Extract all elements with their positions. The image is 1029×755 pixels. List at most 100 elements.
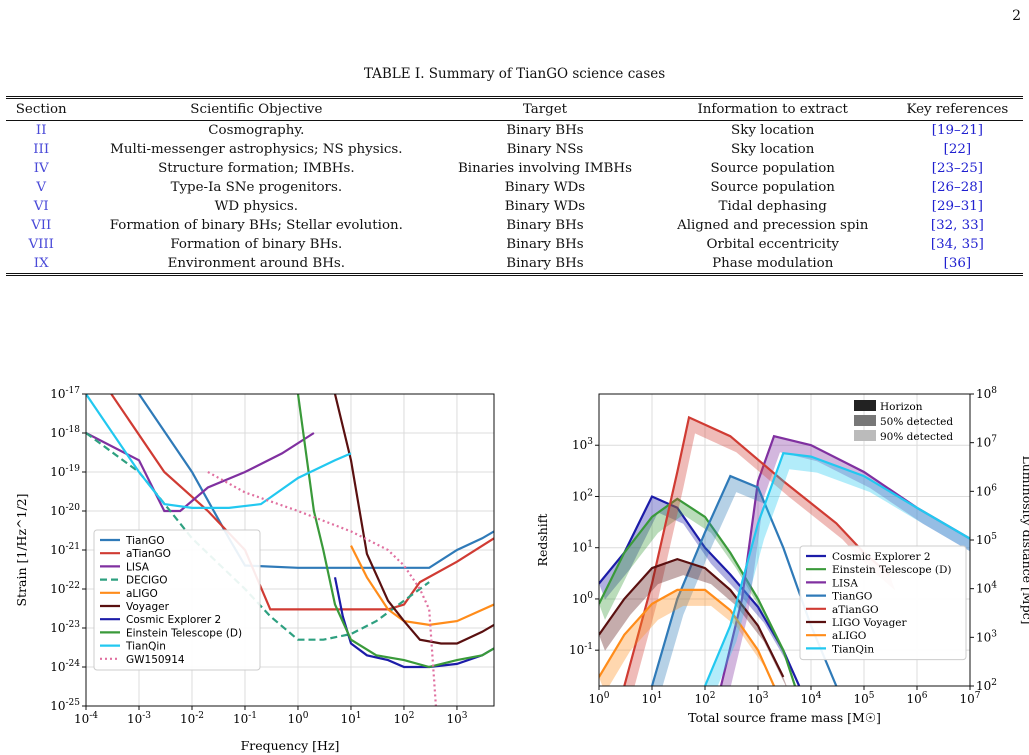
x-tick-label: 101 bbox=[641, 691, 662, 706]
legend-label: Einstein Telescope (D) bbox=[832, 564, 952, 576]
x-tick-label: 102 bbox=[694, 691, 715, 706]
references-link[interactable]: [36] bbox=[943, 256, 972, 271]
shade-legend-label: 50% detected bbox=[880, 416, 953, 428]
page-number: 2 bbox=[1012, 8, 1021, 24]
summary-table: Section Scientific Objective Target Info… bbox=[6, 96, 1023, 276]
series-line bbox=[207, 471, 437, 706]
section-link[interactable]: VI bbox=[33, 199, 49, 214]
horizon-line bbox=[599, 497, 797, 686]
x-tick-label: 10-2 bbox=[180, 711, 204, 726]
info-cell: Orbital eccentricity bbox=[706, 237, 839, 252]
col-header: Information to extract bbox=[697, 102, 848, 117]
legend-label: aTianGO bbox=[832, 604, 879, 616]
references-link[interactable]: [29–31] bbox=[931, 199, 983, 214]
references-link[interactable]: [32, 33] bbox=[930, 218, 984, 233]
section-link[interactable]: IV bbox=[33, 161, 49, 176]
series-line bbox=[350, 545, 494, 627]
references-link[interactable]: [23–25] bbox=[931, 161, 983, 176]
info-cell: Aligned and precession spin bbox=[677, 218, 869, 233]
table-row: VII Formation of binary BHs; Stellar evol… bbox=[6, 216, 1023, 235]
horizon-line bbox=[599, 495, 801, 686]
table-row: IV Structure formation; IMBHs. Binaries in… bbox=[6, 159, 1023, 178]
section-link[interactable]: VIII bbox=[28, 237, 54, 252]
detection-band bbox=[705, 453, 970, 686]
legend-box bbox=[93, 529, 261, 671]
series-line bbox=[333, 394, 494, 645]
shade-swatch bbox=[854, 415, 876, 426]
objective-cell: Environment around BHs. bbox=[167, 256, 346, 271]
y-axis-label: Redshift bbox=[535, 514, 550, 567]
target-cell: Binary BHs bbox=[506, 237, 584, 252]
table-row: II Cosmography. Binary BHs Sky location [19–… bbox=[6, 121, 1023, 141]
references-link[interactable]: [22] bbox=[943, 142, 972, 157]
horizon-line bbox=[623, 415, 891, 686]
legend-box bbox=[799, 545, 967, 661]
right-tick-label: 105 bbox=[976, 532, 997, 547]
target-cell: Binary BHs bbox=[506, 218, 584, 233]
col-header: Target bbox=[522, 102, 568, 117]
x-tick-label: 104 bbox=[800, 691, 821, 706]
sensitivity-curves-chart: 10-4 10-3 10-2 10-1 100 101 102 103 10-25 10-24 10… bbox=[14, 386, 495, 753]
series-line bbox=[110, 394, 494, 611]
section-link[interactable]: V bbox=[36, 180, 47, 195]
right-tick-label: 107 bbox=[976, 435, 997, 450]
x-tick-label: 102 bbox=[393, 711, 414, 726]
table-body: II Cosmography. Binary BHs Sky location [19–… bbox=[6, 121, 1023, 275]
right-tick-label: 106 bbox=[976, 483, 997, 498]
x-tick-label: 106 bbox=[906, 691, 927, 706]
y-tick-label: 102 bbox=[572, 488, 593, 503]
legend-label: aLIGO bbox=[126, 588, 158, 600]
target-cell: Binaries involving IMBHs bbox=[457, 161, 632, 176]
detection-band bbox=[652, 476, 837, 686]
horizon-redshift-chart: 100 101 102 103 104 105 106 107 10-1 100 101 102 103… bbox=[535, 386, 1029, 725]
horizon-line bbox=[703, 452, 970, 686]
shade-swatch bbox=[854, 430, 876, 441]
detection-band bbox=[624, 417, 896, 686]
legend-label: Einstein Telescope (D) bbox=[126, 627, 242, 639]
table-row: VI WD physics. Binary WDs Tidal dephasing [2… bbox=[6, 197, 1023, 216]
section-link[interactable]: II bbox=[35, 123, 47, 138]
section-link[interactable]: IX bbox=[33, 256, 49, 271]
right-tick-label: 102 bbox=[976, 678, 997, 693]
legend-label: GW150914 bbox=[126, 654, 185, 666]
target-cell: Binary BHs bbox=[506, 123, 584, 138]
legend-label: aLIGO bbox=[832, 630, 867, 642]
y-tick-label: 10-19 bbox=[50, 464, 80, 479]
target-cell: Binary WDs bbox=[504, 199, 586, 214]
info-cell: Tidal dephasing bbox=[718, 199, 827, 214]
x-tick-label: 103 bbox=[747, 691, 768, 706]
info-cell: Phase modulation bbox=[712, 256, 834, 271]
objective-cell: Structure formation; IMBHs. bbox=[158, 161, 355, 176]
references-link[interactable]: [26–28] bbox=[931, 180, 983, 195]
y-tick-label: 10-25 bbox=[50, 698, 80, 713]
x-tick-label: 107 bbox=[959, 691, 980, 706]
shade-swatch bbox=[854, 400, 876, 411]
legend-label: DECIGO bbox=[126, 575, 168, 587]
references-link[interactable]: [34, 35] bbox=[930, 237, 984, 252]
table-caption: TABLE I. Summary of TianGO science cases bbox=[363, 66, 666, 82]
detection-band bbox=[599, 589, 774, 686]
series-lines bbox=[86, 394, 494, 706]
legend-label: TianGO bbox=[125, 535, 165, 547]
x-tick-label: 10-1 bbox=[233, 711, 257, 726]
right-tick-label: 108 bbox=[976, 386, 997, 401]
y-tick-label: 103 bbox=[572, 437, 593, 452]
y-tick-label: 10-1 bbox=[569, 642, 593, 657]
series-line bbox=[296, 394, 494, 669]
legend-label: LISA bbox=[126, 561, 150, 573]
target-cell: Binary WDs bbox=[504, 180, 586, 195]
right-tick-label: 104 bbox=[976, 581, 997, 596]
y-tick-label: 100 bbox=[572, 591, 593, 606]
references-link[interactable]: [19–21] bbox=[931, 123, 983, 138]
y-tick-label: 10-23 bbox=[50, 620, 80, 635]
section-link[interactable]: III bbox=[33, 142, 50, 157]
section-link[interactable]: VII bbox=[31, 218, 52, 233]
y-tick-label: 101 bbox=[572, 540, 593, 555]
x-tick-label: 10-4 bbox=[74, 711, 98, 726]
x-tick-label: 103 bbox=[446, 711, 467, 726]
shade-legend-label: 90% detected bbox=[880, 431, 953, 443]
x-tick-label: 101 bbox=[340, 711, 361, 726]
right-axis-label: Luminosity distance [Mpc] bbox=[1020, 455, 1029, 624]
legend-label: Cosmic Explorer 2 bbox=[832, 551, 931, 563]
objective-cell: WD physics. bbox=[214, 199, 298, 214]
